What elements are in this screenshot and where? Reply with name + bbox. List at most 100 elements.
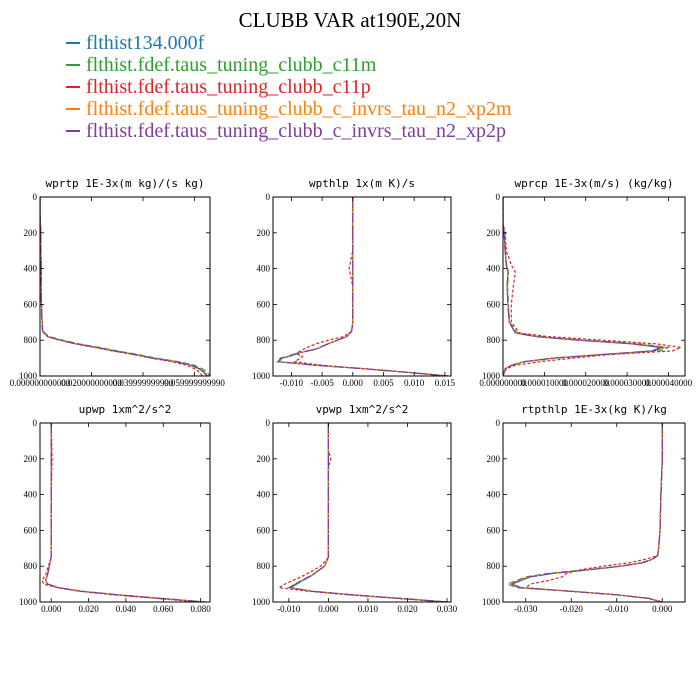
y-tick-label: 0 xyxy=(266,418,271,428)
y-tick-label: 1000 xyxy=(252,597,271,607)
legend-swatch xyxy=(66,130,80,132)
series-line xyxy=(503,197,684,376)
y-tick-label: 200 xyxy=(487,454,501,464)
y-tick-label: 600 xyxy=(257,525,271,535)
legend-swatch xyxy=(66,86,80,88)
x-tick-label: 0.000000000 xyxy=(479,378,527,388)
panel-title: wpthlp 1x(m K)/s xyxy=(309,177,415,190)
chart-panel: vpwp 1xm^2/s^2 0 200 400 600 800 1000 -0.010 0.0… xyxy=(252,403,458,614)
series-line xyxy=(289,423,448,602)
y-tick-label: 800 xyxy=(24,561,38,571)
plot-frame xyxy=(502,422,686,603)
y-tick-label: 400 xyxy=(24,264,38,274)
y-tick-label: 200 xyxy=(257,454,271,464)
figure-title: CLUBB VAR at190E,20N xyxy=(238,8,462,32)
x-tick-label: -0.010 xyxy=(277,604,301,614)
series-line xyxy=(292,197,448,376)
series-line xyxy=(276,197,448,376)
y-tick-label: 600 xyxy=(24,299,38,309)
y-tick-label: 1000 xyxy=(252,371,271,381)
x-tick-label: 0.000030000 xyxy=(603,378,651,388)
y-tick-label: 200 xyxy=(257,228,271,238)
y-tick-label: 800 xyxy=(24,335,38,345)
panel-title: vpwp 1xm^2/s^2 xyxy=(316,403,409,416)
plot-frame xyxy=(39,196,211,377)
series-line xyxy=(277,423,448,602)
panel-title: upwp 1xm^2/s^2 xyxy=(79,403,172,416)
series-line xyxy=(524,423,663,602)
plot-frame xyxy=(272,196,452,377)
legend-item: flthist.fdef.taus_tuning_clubb_c11p xyxy=(66,76,512,98)
chart-panel: wprtp 1E-3x(m kg)/(s kg) 0 200 400 600 800 100… xyxy=(10,177,226,388)
y-tick-label: 200 xyxy=(24,454,38,464)
y-tick-label: 600 xyxy=(257,299,271,309)
plot-frame xyxy=(39,422,211,603)
y-tick-label: 0 xyxy=(496,192,501,202)
x-tick-label: 0.000040000 xyxy=(645,378,693,388)
x-tick-label: 0.030 xyxy=(437,604,458,614)
y-tick-label: 800 xyxy=(487,561,501,571)
chart-panel: upwp 1xm^2/s^2 0 200 400 600 800 10000.000 0.02… xyxy=(19,403,211,614)
legend-swatch xyxy=(66,108,80,110)
y-tick-label: 1000 xyxy=(19,371,38,381)
x-tick-label: 0.059999999990 xyxy=(164,378,225,388)
legend-item: flthist.fdef.taus_tuning_clubb_c_invrs_t… xyxy=(66,98,512,120)
series-line xyxy=(40,197,208,376)
y-tick-label: 400 xyxy=(257,264,271,274)
plot-frame xyxy=(502,196,686,377)
legend-label: flthist.fdef.taus_tuning_clubb_c11m xyxy=(86,53,377,76)
x-tick-label: 0.010 xyxy=(404,378,425,388)
y-tick-label: 0 xyxy=(266,192,271,202)
series-line xyxy=(508,423,663,602)
series-line xyxy=(40,197,210,376)
x-tick-label: 0.020 xyxy=(78,604,99,614)
y-tick-label: 800 xyxy=(487,335,501,345)
series-line xyxy=(44,423,205,602)
legend-swatch xyxy=(66,42,80,44)
y-tick-label: 1000 xyxy=(482,371,501,381)
series-group xyxy=(505,423,663,602)
legend-label: flthist.fdef.taus_tuning_clubb_c11p xyxy=(86,75,371,98)
x-tick-label: 0.000 xyxy=(41,604,62,614)
y-tick-label: 400 xyxy=(487,490,501,500)
legend-swatch xyxy=(66,64,80,66)
y-tick-label: 600 xyxy=(24,525,38,535)
y-tick-label: 600 xyxy=(487,525,501,535)
series-line xyxy=(44,423,205,602)
series-group xyxy=(40,197,210,376)
y-tick-label: 800 xyxy=(257,335,271,345)
x-tick-label: -0.020 xyxy=(560,604,584,614)
y-tick-label: 600 xyxy=(487,299,501,309)
x-tick-label: 0.080 xyxy=(191,604,212,614)
y-tick-label: 400 xyxy=(257,490,271,500)
x-tick-label: 0.020 xyxy=(397,604,418,614)
legend: flthist134.000f flthist.fdef.taus_tuning… xyxy=(66,32,512,142)
series-line xyxy=(40,197,207,376)
chart-panel: rtpthlp 1E-3x(kg K)/kg 0 200 400 600 800 1000 -… xyxy=(482,403,686,614)
legend-label: flthist.fdef.taus_tuning_clubb_c_invrs_t… xyxy=(86,97,512,120)
series-group xyxy=(276,197,448,376)
series-line xyxy=(503,197,671,376)
x-tick-label: 0.000 xyxy=(343,378,364,388)
x-tick-label: 0.000 xyxy=(652,604,673,614)
series-group xyxy=(41,423,207,602)
x-tick-label: 0.039999999990 xyxy=(113,378,174,388)
y-tick-label: 800 xyxy=(257,561,271,571)
x-tick-label: 0.000010000 xyxy=(521,378,569,388)
x-tick-label: 0.060 xyxy=(153,604,174,614)
y-tick-label: 200 xyxy=(487,228,501,238)
series-line xyxy=(510,423,663,602)
x-tick-label: 0.010 xyxy=(358,604,379,614)
x-tick-label: 0.040 xyxy=(116,604,137,614)
x-tick-label: 0.000000000000 xyxy=(10,378,71,388)
x-tick-label: 0.000020000 xyxy=(562,378,610,388)
panel-title: wprcp 1E-3x(m/s) (kg/kg) xyxy=(515,177,674,190)
series-line xyxy=(40,197,208,376)
panel-title: rtpthlp 1E-3x(kg K)/kg xyxy=(521,403,667,416)
legend-label: flthist134.000f xyxy=(86,31,205,54)
x-tick-label: 0.000 xyxy=(318,604,339,614)
y-tick-label: 0 xyxy=(33,192,38,202)
series-line xyxy=(44,423,207,602)
chart-panel: wpthlp 1x(m K)/s 0 200 400 600 800 1000 -0.010-… xyxy=(252,177,455,388)
